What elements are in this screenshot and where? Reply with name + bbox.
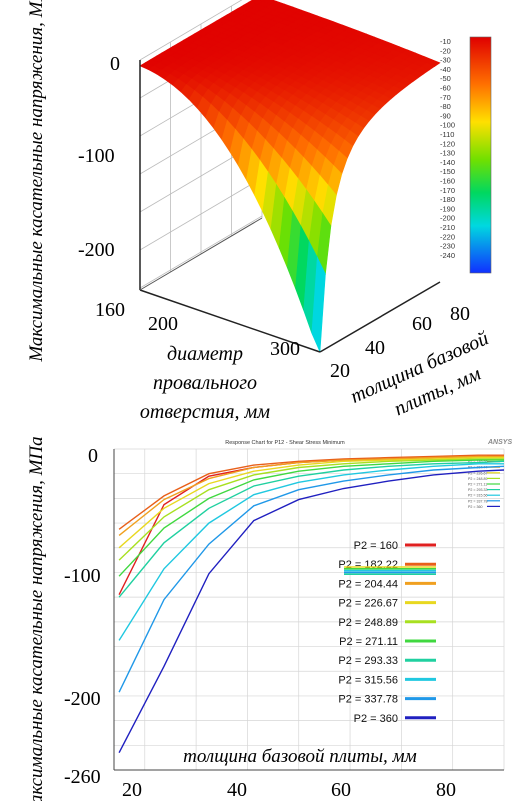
plot-x-label: толщина базовой плиты, мм bbox=[183, 746, 417, 767]
plot-x-tick: 80 bbox=[436, 779, 456, 801]
surface-z-label: Максимальные касательные напряжения, МПа bbox=[26, 0, 47, 363]
mini-legend-label: P2 = 360 bbox=[468, 505, 483, 509]
colorbar-tick-label: -230 bbox=[440, 242, 455, 251]
legend-label: P2 = 204.44 bbox=[338, 578, 398, 590]
mini-legend-label: P2 = 248.89 bbox=[468, 477, 487, 481]
plot-y-tick: -200 bbox=[64, 688, 101, 710]
colorbar-tick-label: -30 bbox=[440, 56, 451, 65]
legend-label: P2 = 293.33 bbox=[338, 655, 398, 667]
legend-label: P2 = 360 bbox=[354, 713, 398, 725]
series-line bbox=[118, 469, 505, 754]
plot-y-tick: 0 bbox=[88, 445, 98, 467]
plot-x-tick: 60 bbox=[331, 779, 351, 801]
series-line bbox=[118, 460, 505, 598]
mini-legend-label: P2 = 271.11 bbox=[468, 483, 487, 487]
surface-colorbar: -10-20-30-40-50-60-70-80-90-100-110-120-… bbox=[440, 36, 492, 274]
surface-y-tick: 20 bbox=[330, 360, 350, 382]
colorbar-tick-label: -70 bbox=[440, 93, 451, 102]
surface-y-tick: 60 bbox=[412, 313, 432, 335]
surface-y-tick: 80 bbox=[450, 303, 470, 325]
colorbar-tick-label: -10 bbox=[440, 37, 451, 46]
colorbar-tick-label: -180 bbox=[440, 195, 455, 204]
colorbar-tick-label: -120 bbox=[440, 139, 455, 148]
plot-y-tick: -100 bbox=[64, 565, 101, 587]
colorbar-tick-label: -150 bbox=[440, 167, 455, 176]
surface-x-tick: 300 bbox=[270, 338, 300, 360]
plot-y-label: Максимальные касательные напряжения, МПа bbox=[26, 436, 47, 801]
surface-z-tick: 0 bbox=[110, 53, 120, 75]
legend-label: P2 = 248.89 bbox=[338, 617, 398, 629]
surface-y-axis bbox=[319, 281, 441, 353]
colorbar-tick-label: -130 bbox=[440, 149, 455, 158]
surface-x-label-line2: провального bbox=[153, 372, 257, 394]
colorbar-tick-label: -160 bbox=[440, 177, 455, 186]
colorbar-tick-label: -100 bbox=[440, 121, 455, 130]
surface-y-tick: 40 bbox=[365, 337, 385, 359]
colorbar-tick-label: -40 bbox=[440, 65, 451, 74]
surface-mesh bbox=[139, 0, 441, 353]
mini-legend-label: P2 = 337.78 bbox=[468, 499, 487, 503]
line-chart: Response Chart for P12 - Shear Stress Mi… bbox=[26, 436, 512, 801]
legend-label: P2 = 315.56 bbox=[338, 674, 398, 686]
surface-x-label-line1: диаметр bbox=[167, 343, 243, 365]
colorbar-tick-label: -200 bbox=[440, 214, 455, 223]
colorbar-tick-label: -170 bbox=[440, 186, 455, 195]
plot-y-tick: -260 bbox=[64, 766, 101, 788]
plot-x-tick: 40 bbox=[227, 779, 247, 801]
colorbar-tick-label: -110 bbox=[440, 130, 454, 139]
colorbar-gradient bbox=[469, 36, 492, 274]
plot-grid bbox=[114, 448, 505, 771]
surface-z-tick: -100 bbox=[78, 145, 115, 167]
surface-x-axis bbox=[139, 289, 321, 353]
colorbar-tick-label: -20 bbox=[440, 46, 451, 55]
legend-label: P2 = 226.67 bbox=[338, 598, 398, 610]
colorbar-tick-label: -50 bbox=[440, 74, 451, 83]
colorbar-tick-label: -140 bbox=[440, 158, 455, 167]
colorbar-ticks: -10-20-30-40-50-60-70-80-90-100-110-120-… bbox=[440, 37, 455, 260]
colorbar-tick-label: -60 bbox=[440, 84, 451, 93]
colorbar-tick-label: -80 bbox=[440, 102, 451, 111]
plot-title: Response Chart for P12 - Shear Stress Mi… bbox=[225, 440, 345, 446]
legend-label: P2 = 337.78 bbox=[338, 694, 398, 706]
surface-x-tick: 160 bbox=[95, 299, 125, 321]
colorbar-tick-label: -90 bbox=[440, 111, 451, 120]
plot-corner-logo: ANSYS bbox=[487, 439, 512, 446]
plot-x-tick: 20 bbox=[122, 779, 142, 801]
series-line bbox=[118, 454, 504, 530]
legend-label: P2 = 271.11 bbox=[339, 636, 398, 648]
surface-chart: 0 -100 -200 160 200 300 20 40 60 80 Макс… bbox=[26, 0, 492, 423]
mini-legend-label: P2 = 293.33 bbox=[468, 488, 487, 492]
series-line bbox=[118, 455, 504, 536]
series-line bbox=[118, 463, 504, 641]
colorbar-tick-label: -210 bbox=[440, 223, 455, 232]
colorbar-tick-label: -240 bbox=[440, 251, 455, 260]
series-line bbox=[118, 458, 504, 561]
mini-legend-label: P2 = 226.67 bbox=[468, 471, 487, 475]
surface-x-label-line3: отверстия, мм bbox=[140, 401, 270, 423]
surface-base-line bbox=[139, 217, 263, 291]
colorbar-tick-label: -220 bbox=[440, 232, 455, 241]
surface-patch bbox=[311, 256, 326, 353]
plot-area bbox=[114, 449, 504, 769]
legend-label: P2 = 160 bbox=[354, 540, 398, 552]
surface-x-tick: 200 bbox=[148, 313, 178, 335]
series-line bbox=[118, 459, 504, 577]
colorbar-tick-label: -190 bbox=[440, 204, 455, 213]
series-line bbox=[118, 465, 505, 693]
mini-legend-label: P2 = 315.56 bbox=[468, 494, 487, 498]
plot-series bbox=[118, 454, 505, 754]
series-line bbox=[118, 456, 504, 549]
surface-z-tick: -200 bbox=[78, 239, 115, 261]
